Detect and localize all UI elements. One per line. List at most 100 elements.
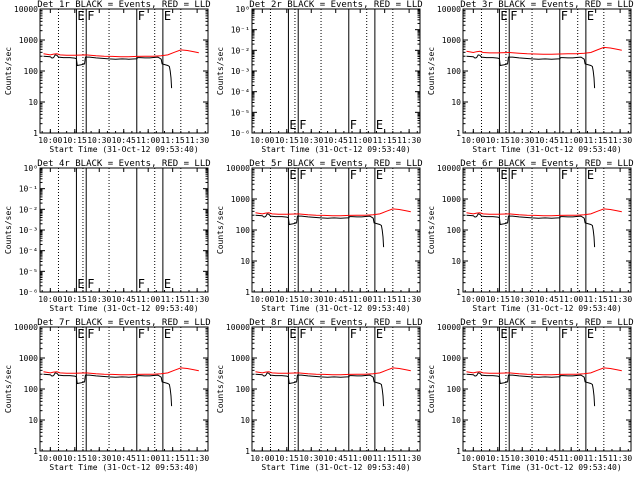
x-tick-label: 11:15: [373, 295, 397, 304]
panel-title: Det 9r BLACK = Events, RED = LLD: [460, 318, 633, 328]
event-marker-label: E: [587, 9, 594, 23]
x-tick-label: 10:15: [486, 454, 510, 463]
x-tick-label: 10:00: [250, 136, 274, 145]
x-tick-label: 10:45: [535, 454, 559, 463]
y-tick-label: 10000: [14, 323, 38, 332]
panel-det-7: Det 7r BLACK = Events, RED = LLD Counts/s…: [4, 318, 211, 472]
plot-frame: [251, 8, 421, 134]
x-tick-label: 10:45: [112, 295, 136, 304]
lld-series-line: [466, 208, 622, 217]
y-tick-label: 1: [33, 129, 38, 138]
lld-series-line: [466, 367, 622, 376]
y-tick-label: 1: [456, 129, 461, 138]
y-tick-label: 10000: [437, 164, 461, 173]
x-tick-label: 11:30: [185, 295, 209, 304]
y-tick-label: 10: [28, 98, 38, 107]
panel-det-4: Det 4r BLACK = Events, RED = LLD Counts/s…: [4, 159, 211, 313]
y-axis-label: Counts/sec: [427, 47, 436, 95]
y-tick-label: 1000: [231, 195, 250, 204]
x-tick-label: 10:30: [299, 454, 323, 463]
y-tick-label: 10⁻⁶: [19, 288, 38, 297]
events-series-line: [466, 213, 596, 248]
lld-series-line: [43, 367, 199, 376]
x-tick-label: 11:15: [161, 454, 185, 463]
y-tick-label: 100: [24, 67, 39, 76]
x-tick-label: 10:00: [461, 454, 485, 463]
panel-det-5: Det 5r BLACK = Events, RED = LLD Counts/s…: [216, 159, 423, 313]
x-tick-label: 10:00: [38, 295, 62, 304]
plot-frame: [462, 8, 632, 134]
event-marker-label: E: [500, 9, 507, 23]
x-tick-label: 11:15: [584, 454, 608, 463]
x-tick-label: 10:30: [510, 136, 534, 145]
y-tick-label: 1000: [442, 36, 461, 45]
event-marker-label: E: [164, 9, 171, 23]
event-marker-label: F: [561, 327, 568, 341]
lld-series-line: [255, 367, 411, 376]
x-tick-label: 10:30: [510, 454, 534, 463]
y-tick-label: 10: [451, 98, 461, 107]
y-axis-label: Counts/sec: [427, 206, 436, 254]
y-tick-label: 100: [447, 226, 462, 235]
event-marker-label: E: [500, 327, 507, 341]
plot-frame: [462, 167, 632, 293]
x-tick-label: 10:30: [510, 295, 534, 304]
plot-frame: [39, 167, 209, 293]
x-tick-label: 11:00: [559, 295, 583, 304]
x-tick-label: 11:15: [584, 295, 608, 304]
x-tick-label: 10:45: [324, 295, 348, 304]
y-tick-label: 10⁰: [24, 164, 38, 173]
y-tick-label: 10⁻⁴: [231, 88, 250, 97]
panel-det-3: Det 3r BLACK = Events, RED = LLD Counts/s…: [427, 0, 634, 154]
x-axis-label: Start Time (31-Oct-12 09:53:40): [49, 304, 198, 313]
event-marker-label: E: [77, 9, 84, 23]
x-axis-label: Start Time (31-Oct-12 09:53:40): [261, 463, 410, 472]
panel-title: Det 3r BLACK = Events, RED = LLD: [460, 0, 633, 10]
lld-series-line: [43, 49, 199, 58]
panel-det-1: Det 1r BLACK = Events, RED = LLD Counts/s…: [4, 0, 211, 154]
y-tick-label: 10: [451, 416, 461, 425]
x-axis-label: Start Time (31-Oct-12 09:53:40): [472, 463, 621, 472]
y-tick-label: 10⁻³: [19, 226, 38, 235]
event-marker-label: F: [510, 168, 517, 182]
x-tick-label: 11:15: [373, 136, 397, 145]
panel-title: Det 6r BLACK = Events, RED = LLD: [460, 159, 633, 169]
y-tick-label: 10⁻²: [19, 205, 38, 214]
x-tick-label: 11:00: [348, 295, 372, 304]
x-axis-label: Start Time (31-Oct-12 09:53:40): [49, 145, 198, 154]
x-tick-label: 10:15: [275, 454, 299, 463]
y-tick-label: 10000: [226, 323, 250, 332]
x-tick-label: 10:30: [299, 136, 323, 145]
y-tick-label: 10000: [226, 164, 250, 173]
y-tick-label: 10⁻⁶: [231, 129, 250, 138]
x-tick-label: 11:30: [608, 295, 632, 304]
x-tick-label: 11:15: [584, 136, 608, 145]
x-tick-label: 10:15: [63, 454, 87, 463]
x-tick-label: 10:15: [275, 295, 299, 304]
event-marker-label: F: [87, 327, 94, 341]
event-marker-label: F: [561, 168, 568, 182]
y-tick-label: 1000: [19, 354, 38, 363]
event-marker-label: F: [561, 9, 568, 23]
event-marker-label: E: [587, 327, 594, 341]
x-axis-label: Start Time (31-Oct-12 09:53:40): [261, 304, 410, 313]
y-axis-label: Counts/sec: [216, 365, 225, 413]
y-tick-label: 10⁻⁵: [19, 267, 38, 276]
plot-frame: [39, 326, 209, 452]
plot-frame: [251, 167, 421, 293]
y-tick-label: 1000: [442, 354, 461, 363]
x-tick-label: 11:00: [348, 454, 372, 463]
x-tick-label: 10:00: [38, 136, 62, 145]
x-tick-label: 11:30: [397, 295, 421, 304]
y-tick-label: 100: [236, 385, 251, 394]
x-tick-label: 11:00: [136, 454, 160, 463]
event-marker-label: F: [350, 327, 357, 341]
x-tick-label: 10:45: [324, 136, 348, 145]
events-series-line: [255, 213, 385, 248]
x-tick-label: 11:30: [608, 136, 632, 145]
y-tick-label: 10⁻³: [231, 67, 250, 76]
y-axis-label: Counts/sec: [216, 47, 225, 95]
x-tick-label: 11:15: [161, 136, 185, 145]
x-tick-label: 10:45: [535, 295, 559, 304]
